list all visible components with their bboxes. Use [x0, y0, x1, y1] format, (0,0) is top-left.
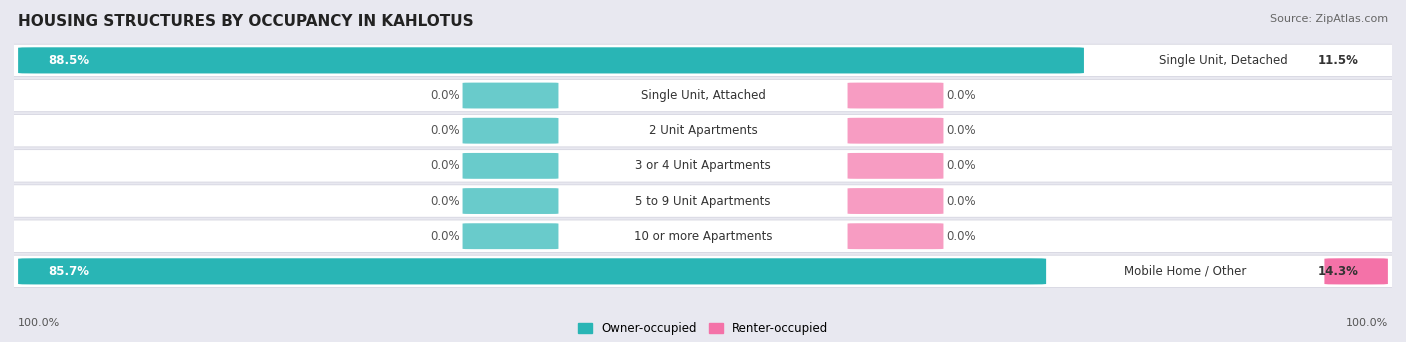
- Text: 88.5%: 88.5%: [48, 54, 89, 67]
- Text: 10 or more Apartments: 10 or more Apartments: [634, 230, 772, 243]
- Text: 0.0%: 0.0%: [430, 89, 460, 102]
- Legend: Owner-occupied, Renter-occupied: Owner-occupied, Renter-occupied: [572, 317, 834, 340]
- Text: 14.3%: 14.3%: [1317, 265, 1358, 278]
- Text: 0.0%: 0.0%: [946, 124, 976, 137]
- Text: 0.0%: 0.0%: [430, 195, 460, 208]
- Text: HOUSING STRUCTURES BY OCCUPANCY IN KAHLOTUS: HOUSING STRUCTURES BY OCCUPANCY IN KAHLO…: [18, 14, 474, 29]
- Text: 100.0%: 100.0%: [1346, 318, 1388, 328]
- FancyBboxPatch shape: [0, 44, 1406, 77]
- Text: Single Unit, Detached: Single Unit, Detached: [1159, 54, 1288, 67]
- Text: 0.0%: 0.0%: [430, 124, 460, 137]
- FancyBboxPatch shape: [848, 188, 943, 214]
- FancyBboxPatch shape: [463, 118, 558, 144]
- Text: 2 Unit Apartments: 2 Unit Apartments: [648, 124, 758, 137]
- FancyBboxPatch shape: [463, 83, 558, 108]
- Text: 0.0%: 0.0%: [946, 159, 976, 172]
- Text: 0.0%: 0.0%: [946, 89, 976, 102]
- Text: 0.0%: 0.0%: [430, 159, 460, 172]
- FancyBboxPatch shape: [0, 255, 1406, 288]
- FancyBboxPatch shape: [18, 258, 1046, 285]
- Text: Single Unit, Attached: Single Unit, Attached: [641, 89, 765, 102]
- FancyBboxPatch shape: [848, 223, 943, 249]
- Text: 100.0%: 100.0%: [18, 318, 60, 328]
- Text: 11.5%: 11.5%: [1317, 54, 1358, 67]
- FancyBboxPatch shape: [1324, 258, 1388, 285]
- Text: 5 to 9 Unit Apartments: 5 to 9 Unit Apartments: [636, 195, 770, 208]
- Text: 0.0%: 0.0%: [430, 230, 460, 243]
- Text: 85.7%: 85.7%: [48, 265, 89, 278]
- Text: 3 or 4 Unit Apartments: 3 or 4 Unit Apartments: [636, 159, 770, 172]
- FancyBboxPatch shape: [848, 83, 943, 108]
- FancyBboxPatch shape: [0, 150, 1406, 182]
- Text: 0.0%: 0.0%: [946, 230, 976, 243]
- FancyBboxPatch shape: [463, 223, 558, 249]
- Text: 0.0%: 0.0%: [946, 195, 976, 208]
- FancyBboxPatch shape: [0, 185, 1406, 217]
- FancyBboxPatch shape: [18, 47, 1084, 74]
- FancyBboxPatch shape: [0, 79, 1406, 112]
- FancyBboxPatch shape: [848, 118, 943, 144]
- Text: Mobile Home / Other: Mobile Home / Other: [1123, 265, 1247, 278]
- FancyBboxPatch shape: [0, 220, 1406, 252]
- FancyBboxPatch shape: [848, 153, 943, 179]
- FancyBboxPatch shape: [0, 115, 1406, 147]
- Text: Source: ZipAtlas.com: Source: ZipAtlas.com: [1270, 14, 1388, 24]
- FancyBboxPatch shape: [463, 153, 558, 179]
- FancyBboxPatch shape: [463, 188, 558, 214]
